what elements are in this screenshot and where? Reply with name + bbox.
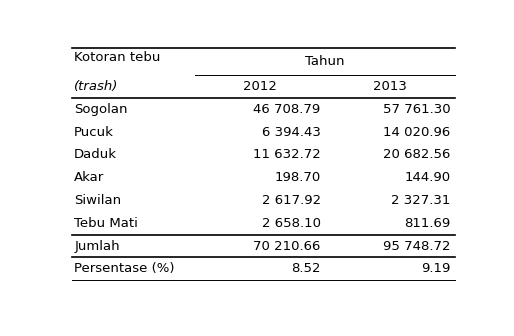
- Text: (trash): (trash): [74, 80, 119, 93]
- Text: Kotoran tebu: Kotoran tebu: [74, 51, 160, 64]
- Text: Tebu Mati: Tebu Mati: [74, 217, 138, 230]
- Text: Tahun: Tahun: [305, 55, 344, 68]
- Text: Persentase (%): Persentase (%): [74, 262, 175, 275]
- Text: 2 658.10: 2 658.10: [262, 217, 321, 230]
- Text: Sogolan: Sogolan: [74, 103, 127, 116]
- Text: 144.90: 144.90: [405, 171, 451, 184]
- Text: 2012: 2012: [243, 80, 277, 93]
- Text: 46 708.79: 46 708.79: [253, 103, 321, 116]
- Text: 57 761.30: 57 761.30: [383, 103, 451, 116]
- Text: 6 394.43: 6 394.43: [262, 126, 321, 139]
- Text: Daduk: Daduk: [74, 149, 117, 161]
- Text: 9.19: 9.19: [421, 262, 451, 275]
- Text: 2 617.92: 2 617.92: [262, 194, 321, 207]
- Text: Siwilan: Siwilan: [74, 194, 121, 207]
- Text: 95 748.72: 95 748.72: [383, 240, 451, 252]
- Text: 2 327.31: 2 327.31: [391, 194, 451, 207]
- Text: 11 632.72: 11 632.72: [253, 149, 321, 161]
- Text: Akar: Akar: [74, 171, 104, 184]
- Text: 2013: 2013: [373, 80, 407, 93]
- Text: 198.70: 198.70: [274, 171, 321, 184]
- Text: Jumlah: Jumlah: [74, 240, 120, 252]
- Text: 8.52: 8.52: [291, 262, 321, 275]
- Text: 20 682.56: 20 682.56: [383, 149, 451, 161]
- Text: 70 210.66: 70 210.66: [253, 240, 321, 252]
- Text: Pucuk: Pucuk: [74, 126, 114, 139]
- Text: 14 020.96: 14 020.96: [383, 126, 451, 139]
- Text: 811.69: 811.69: [405, 217, 451, 230]
